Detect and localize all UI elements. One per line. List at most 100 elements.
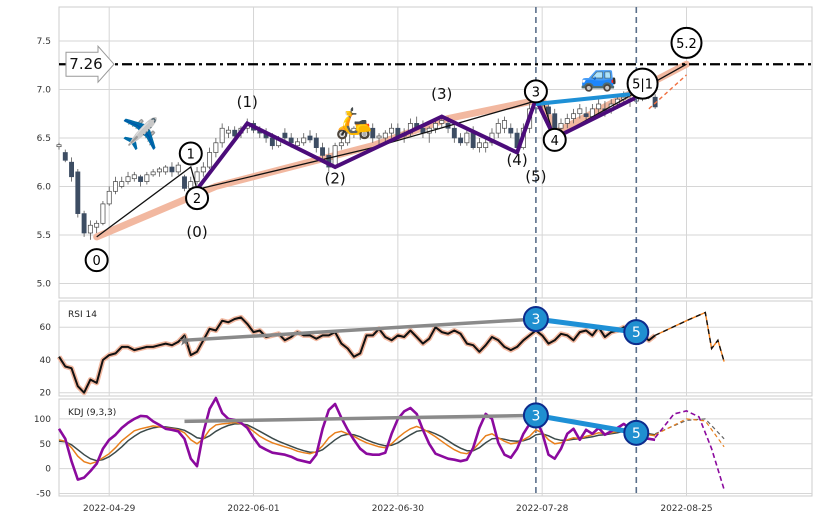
wave-label: (5): [525, 168, 546, 186]
y-tick-label: 60: [40, 323, 52, 333]
y-tick-label: 6.0: [37, 182, 52, 192]
candle: [564, 118, 570, 124]
candle: [156, 168, 162, 173]
x-tick-label: 2022-07-28: [516, 504, 569, 514]
wave-point-label: 1: [187, 147, 195, 162]
candle: [295, 141, 300, 147]
candle: [163, 166, 169, 173]
wave-point-label: 5|1: [632, 78, 653, 93]
candle: [571, 113, 577, 119]
candle: [345, 132, 351, 144]
rsi-panel-label: RSI 14: [68, 310, 97, 320]
candle: [225, 129, 231, 134]
candle: [56, 144, 62, 148]
forecast-line: [648, 74, 687, 110]
wave-point-label: 4: [551, 134, 559, 149]
kdj-k-line: [58, 421, 656, 465]
kdj-divergence-blue: [535, 412, 637, 436]
rsi-divergence-marker: [623, 319, 650, 346]
kdj-divergence-gray: [184, 413, 536, 424]
x-tick-labels: 2022-04-29 2022-06-01 2022-06-30 2022-07-28…: [83, 504, 713, 514]
candle: [382, 132, 388, 139]
y-tick-label: 40: [40, 356, 52, 366]
candle: [495, 123, 501, 134]
rsi-marker-label: 5: [632, 325, 641, 341]
candle: [433, 123, 438, 129]
y-tick-label: 6.5: [37, 134, 51, 144]
candle: [131, 174, 137, 180]
wave-point-marker: [185, 186, 210, 211]
candle: [119, 181, 125, 187]
candle: [476, 142, 482, 149]
candle: [577, 108, 583, 115]
wave-label: (0): [186, 223, 207, 241]
candle: [376, 135, 382, 139]
wave-label: (4): [506, 151, 527, 169]
target-arrow-label-box: [65, 44, 115, 84]
wave-point-marker: [84, 248, 109, 273]
candle: [150, 171, 156, 176]
candle: [364, 127, 369, 131]
candle: [100, 203, 106, 224]
candle: [81, 213, 87, 234]
wave-label: (2): [324, 170, 345, 188]
y-tick-label: 50: [40, 440, 52, 450]
y-tick-labels: 5.0 5.5 6.0 6.5 7.0 7.5 20 40 60 -50 0 50 100: [34, 37, 51, 500]
candle: [269, 137, 275, 147]
rsi-marker-label: 3: [531, 312, 540, 328]
divergence-line-price: [535, 92, 631, 106]
candle: [207, 152, 213, 168]
wave-point-marker: [542, 127, 567, 152]
wave-point-label: 0: [93, 254, 101, 269]
wave-point-label: 5.2: [676, 37, 697, 52]
candle: [558, 123, 564, 129]
candle: [125, 176, 131, 182]
kdj-divergence-marker: [623, 419, 650, 446]
emoji-marker: 🚙: [580, 59, 617, 94]
wave-point-label: 3: [532, 85, 540, 100]
target-value-label: 7.26: [69, 55, 102, 73]
candle: [508, 127, 514, 134]
kdj-forecast-k: [654, 418, 725, 448]
y-tick-label: 7.0: [37, 85, 52, 95]
candle: [69, 161, 74, 178]
emoji-marker: ✈️: [122, 115, 159, 152]
candle: [138, 176, 144, 182]
candle: [470, 132, 476, 149]
candle: [106, 190, 112, 205]
candle: [113, 181, 118, 192]
candle: [320, 147, 326, 156]
y-tick-label: 0: [45, 465, 51, 475]
wave-point-marker: [670, 26, 703, 59]
rsi-divergence-marker: [522, 306, 549, 333]
wave-label: (3): [431, 85, 452, 103]
y-tick-label: 7.5: [37, 37, 51, 47]
candle: [87, 224, 93, 234]
y-tick-label: 5.5: [37, 231, 51, 241]
candle: [75, 171, 81, 214]
wave-label: (1): [237, 93, 258, 111]
kdj-forecast-j: [654, 410, 725, 490]
x-tick-label: 2022-06-01: [227, 504, 279, 514]
candle: [596, 103, 602, 110]
rsi-star-marker: ★: [178, 333, 191, 349]
candle: [357, 129, 363, 134]
candle: [232, 129, 238, 137]
candle: [338, 142, 344, 147]
candle: [213, 142, 219, 153]
wave-point-marker: [523, 79, 548, 104]
y-tick-label: 20: [40, 389, 52, 399]
candle: [288, 137, 294, 144]
emoji-marker: 🛵: [335, 106, 372, 141]
kdj-j-line: [57, 396, 656, 481]
candle: [583, 113, 589, 117]
rsi-divergence-gray: [184, 317, 537, 343]
wave-point-marker: [178, 141, 203, 166]
rsi-line: [58, 316, 656, 394]
rsi-divergence-blue: [535, 316, 637, 335]
candle: [313, 137, 319, 148]
y-tick-label: 100: [34, 415, 51, 425]
x-tick-label: 2022-06-30: [372, 504, 425, 514]
candle: [451, 127, 457, 139]
